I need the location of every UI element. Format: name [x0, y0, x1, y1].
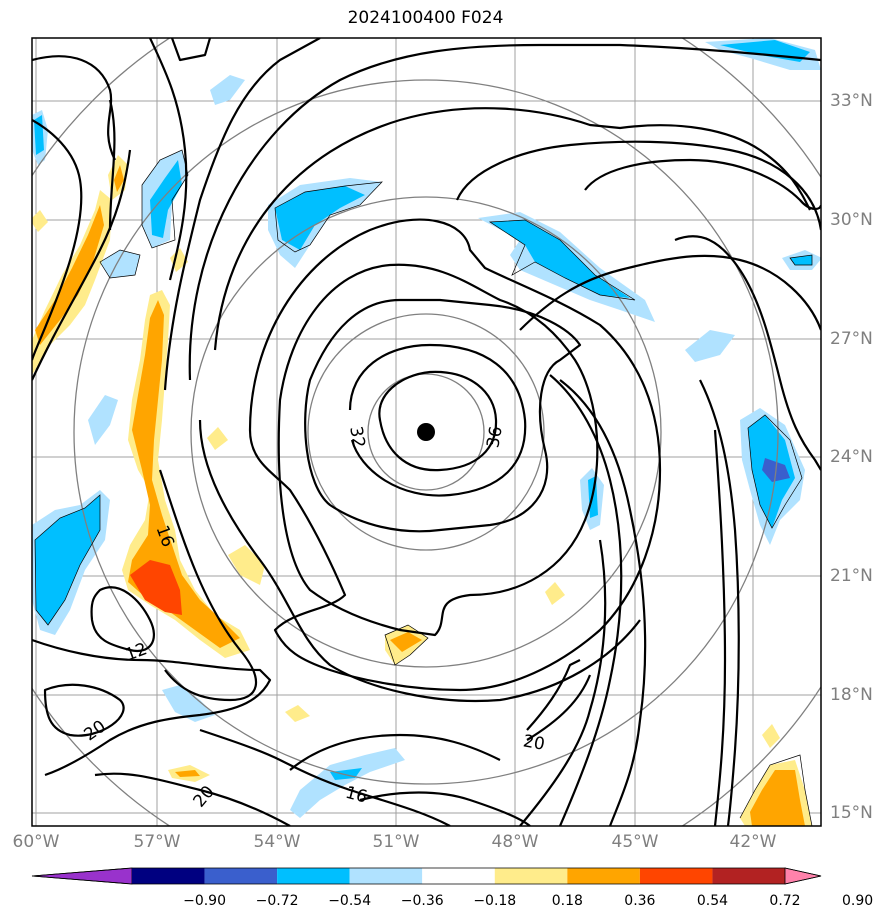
lat-label: 33°N [830, 91, 873, 111]
lat-label: 30°N [830, 210, 873, 230]
lon-label: 51°W [372, 832, 420, 852]
colorbar-cell [349, 868, 423, 884]
colorbar-tick-label: −0.72 [255, 893, 299, 909]
colorbar-tick-label: −0.18 [473, 893, 517, 909]
lon-label: 48°W [491, 832, 539, 852]
contour-label: 36 [483, 425, 506, 450]
colorbar-tick-label: 0.72 [769, 893, 801, 909]
shaded-negative [32, 38, 821, 818]
colorbar-cell [277, 868, 350, 884]
colorbar-outline [31, 867, 822, 885]
colorbar-cell [494, 868, 568, 884]
lon-label: 45°W [611, 832, 659, 852]
contour-lines [32, 38, 821, 826]
lon-label: 60°W [12, 832, 60, 852]
colorbar-tick-label: 0.36 [624, 893, 656, 909]
colorbar-extend-low [31, 867, 133, 885]
colorbar-cell [712, 868, 785, 884]
lat-label: 15°N [830, 803, 873, 823]
lon-label: 42°W [729, 832, 777, 852]
plot-title: 2024100400 F024 [347, 8, 504, 28]
colorbar-tick-label: −0.54 [328, 893, 372, 909]
lat-label: 24°N [830, 447, 873, 467]
colorbar-tick-label: −0.36 [400, 893, 444, 909]
colorbar-tick-label: 0.54 [696, 893, 729, 909]
lon-label: 57°W [133, 832, 181, 852]
colorbar-cell [422, 868, 495, 884]
lat-label: 21°N [830, 566, 873, 586]
colorbar-tick-label: 0.18 [551, 893, 583, 909]
lat-label: 18°N [830, 685, 873, 705]
range-rings [32, 38, 821, 826]
colorbar-cell [204, 868, 278, 884]
shade-outlines [34, 149, 813, 826]
colorbar-tick-label: 0.90 [841, 893, 874, 909]
colorbar-cell [132, 868, 205, 884]
contour-label: 20 [521, 731, 546, 754]
colorbar-extend-high [784, 867, 822, 885]
colorbar-cell [567, 868, 640, 884]
colorbar-cell [639, 868, 713, 884]
colorbar-tick-label: −0.90 [183, 893, 226, 909]
storm-center-marker [417, 423, 435, 441]
map-frame [31, 37, 822, 827]
contour-label: 32 [345, 425, 368, 450]
lon-label: 54°W [253, 832, 301, 852]
lat-label: 27°N [830, 329, 873, 349]
